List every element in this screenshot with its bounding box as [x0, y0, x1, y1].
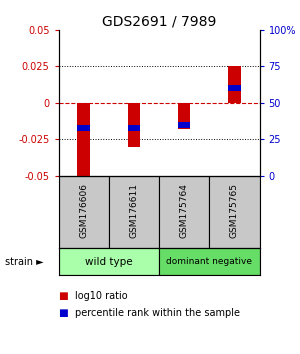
- Text: GSM175764: GSM175764: [180, 183, 189, 238]
- Bar: [128, 103, 140, 147]
- Title: GDS2691 / 7989: GDS2691 / 7989: [102, 15, 216, 29]
- Bar: [209, 176, 260, 249]
- Text: dominant negative: dominant negative: [166, 257, 252, 266]
- Bar: [58, 249, 159, 275]
- Bar: [58, 176, 109, 249]
- Text: ■: ■: [58, 291, 68, 301]
- Text: GSM176606: GSM176606: [79, 183, 88, 238]
- Bar: [77, 125, 90, 131]
- Bar: [77, 103, 90, 178]
- Bar: [109, 176, 159, 249]
- Bar: [159, 249, 260, 275]
- Text: strain ►: strain ►: [4, 257, 43, 267]
- Bar: [228, 85, 241, 91]
- Bar: [128, 125, 140, 131]
- Text: log10 ratio: log10 ratio: [75, 291, 128, 301]
- Bar: [178, 122, 190, 127]
- Text: GSM176611: GSM176611: [129, 183, 138, 238]
- Bar: [228, 67, 241, 103]
- Text: percentile rank within the sample: percentile rank within the sample: [75, 308, 240, 318]
- Text: GSM175765: GSM175765: [230, 183, 239, 238]
- Text: ■: ■: [58, 308, 68, 318]
- Bar: [178, 103, 190, 129]
- Text: wild type: wild type: [85, 257, 133, 267]
- Bar: [159, 176, 209, 249]
